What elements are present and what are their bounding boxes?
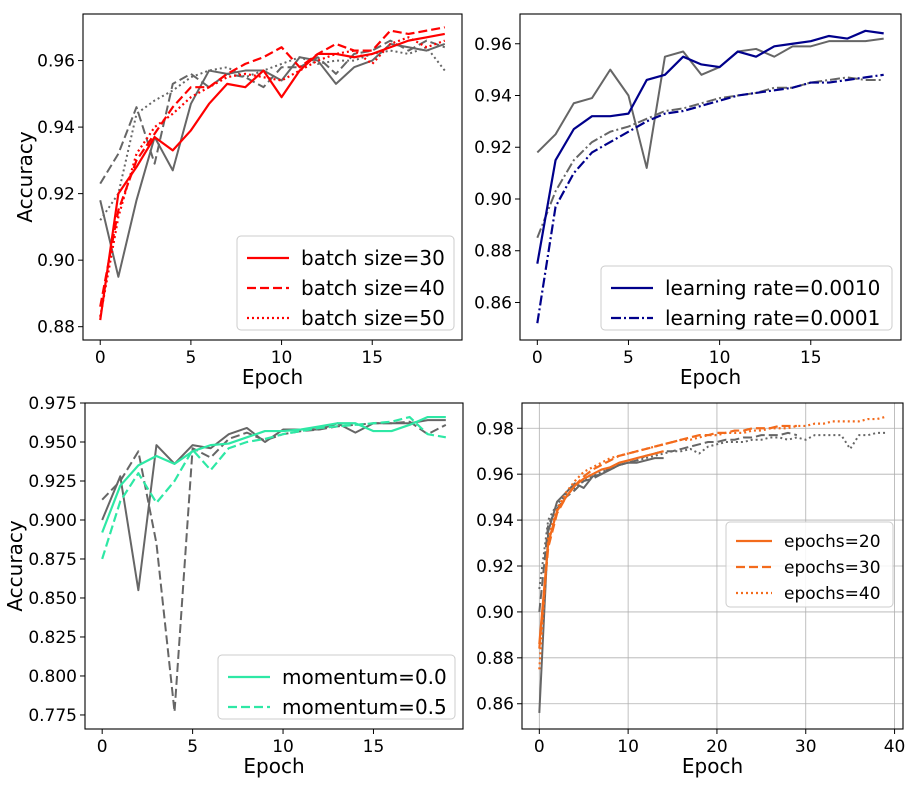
- legend-box: [725, 521, 894, 608]
- y-tick-label: 0.94: [474, 87, 512, 107]
- x-tick-label: 10: [617, 737, 639, 757]
- y-axis-label: Accuracy: [3, 520, 27, 611]
- x-axis-label: Epoch: [680, 365, 741, 389]
- legend-entry-label: momentum=0.0: [282, 665, 447, 689]
- legend: batch size=30 batch size=40 batch size=50: [236, 235, 455, 331]
- legend-box: [236, 235, 455, 331]
- y-tick-label: 0.90: [37, 251, 75, 271]
- legend: learning rate=0.0010 learning rate=0.0001: [600, 265, 893, 331]
- legend-entry-label: epochs=30: [784, 558, 881, 578]
- series-line-momentum-0-0: [101, 415, 446, 533]
- x-tick-label: 0: [534, 737, 545, 757]
- y-tick-label: 0.86: [474, 293, 512, 313]
- y-tick-label: 0.775: [28, 706, 77, 726]
- reference-series-line: [101, 420, 447, 713]
- x-tick-label: 0: [532, 348, 543, 368]
- series-line-learning-rate-0-0010: [536, 29, 884, 264]
- x-axis-label: Epoch: [242, 365, 303, 389]
- x-tick-label: 10: [271, 348, 293, 368]
- legend-box: [217, 654, 456, 720]
- y-tick-label: 0.900: [28, 511, 77, 531]
- y-tick-label: 0.800: [28, 667, 77, 687]
- y-tick-label: 0.96: [37, 52, 75, 72]
- reference-series-line: [536, 37, 884, 169]
- legend: epochs=20 epochs=30 epochs=40: [725, 521, 894, 608]
- legend-entry-label: learning rate=0.0010: [665, 276, 880, 300]
- x-tick-label: 15: [800, 348, 822, 368]
- y-tick-label: 0.850: [28, 589, 77, 609]
- x-tick-label: 5: [623, 348, 634, 368]
- legend-entry-label: batch size=40: [301, 276, 445, 300]
- x-tick-label: 15: [363, 737, 385, 757]
- y-tick-label: 0.94: [476, 511, 514, 531]
- y-tick-label: 0.92: [474, 138, 512, 158]
- x-tick-label: 10: [272, 737, 294, 757]
- series-line-batch-size-40: [99, 26, 445, 307]
- legend-entry-label: learning rate=0.0001: [665, 306, 880, 330]
- reference-series-line: [538, 431, 798, 613]
- reference-series-line: [538, 431, 886, 590]
- x-tick-label: 0: [97, 737, 108, 757]
- chart-panel-4: 0 10 20 30 40 0.86 0.88 0.90 0.92 0.94 0.96 0.98 Epo…: [476, 402, 906, 778]
- y-tick-label: 0.90: [476, 603, 514, 623]
- y-tick-label: 0.825: [28, 628, 77, 648]
- legend-entry-label: epochs=40: [784, 584, 881, 604]
- y-axis-label: Accuracy: [13, 131, 37, 222]
- x-axis-label: Epoch: [682, 754, 743, 778]
- reference-series-line: [99, 39, 446, 185]
- x-tick-label: 10: [709, 348, 731, 368]
- series-line-epochs-40: [538, 415, 886, 670]
- x-tick-label: 5: [185, 348, 196, 368]
- x-tick-label: 0: [95, 348, 106, 368]
- y-tick-label: 0.86: [476, 695, 514, 715]
- y-tick-label: 0.96: [474, 35, 512, 55]
- legend-entry-label: batch size=50: [301, 306, 445, 330]
- y-tick-label: 0.92: [37, 185, 75, 205]
- chart-panel-1: 0 5 10 15 0.88 0.90 0.92 0.94 0.96 Epoch Accuracy b…: [13, 13, 463, 389]
- x-tick-label: 5: [187, 737, 198, 757]
- chart-panel-2: 0 5 10 15 0.86 0.88 0.90 0.92 0.94 0.96 Epoch learn…: [474, 13, 902, 389]
- y-tick-label: 0.875: [28, 550, 77, 570]
- y-tick-label: 0.950: [28, 433, 77, 453]
- plot-frame: [82, 13, 463, 341]
- x-tick-label: 15: [361, 348, 383, 368]
- y-tick-label: 0.88: [476, 649, 514, 669]
- x-tick-label: 20: [706, 737, 728, 757]
- y-tick-label: 0.96: [476, 465, 514, 485]
- series-line-epochs-20: [538, 450, 664, 645]
- x-tick-label: 30: [795, 737, 817, 757]
- y-tick-label: 0.92: [476, 557, 514, 577]
- y-tick-label: 0.925: [28, 472, 77, 492]
- y-tick-label: 0.88: [37, 318, 75, 338]
- y-tick-label: 0.98: [476, 419, 514, 439]
- x-tick-label: 40: [884, 737, 906, 757]
- reference-series-line: [99, 46, 446, 221]
- series-line-momentum-0-5: [101, 415, 447, 560]
- legend-entry-label: batch size=30: [301, 246, 445, 270]
- legend-box: [600, 265, 893, 331]
- legend: momentum=0.0 momentum=0.5: [217, 654, 456, 720]
- plot-frame: [519, 13, 902, 341]
- y-tick-label: 0.94: [37, 118, 75, 138]
- y-tick-label: 0.90: [474, 190, 512, 210]
- legend-entry-label: momentum=0.5: [282, 695, 447, 719]
- reference-series-line: [101, 419, 446, 592]
- y-tick-label: 0.88: [474, 242, 512, 262]
- reference-series-line: [538, 457, 664, 713]
- series-line-epochs-30: [538, 424, 797, 649]
- reference-series-line: [99, 42, 446, 278]
- y-tick-label: 0.975: [28, 394, 77, 414]
- plot-frame: [84, 402, 464, 730]
- reference-series-line: [536, 76, 884, 239]
- series-line-learning-rate-0-0001: [536, 73, 884, 324]
- legend-entry-label: epochs=20: [784, 532, 881, 552]
- x-axis-label: Epoch: [243, 754, 304, 778]
- chart-panel-3: 0 5 10 15 0.775 0.800 0.825 0.850 0.875 0.900 0.92…: [3, 394, 464, 778]
